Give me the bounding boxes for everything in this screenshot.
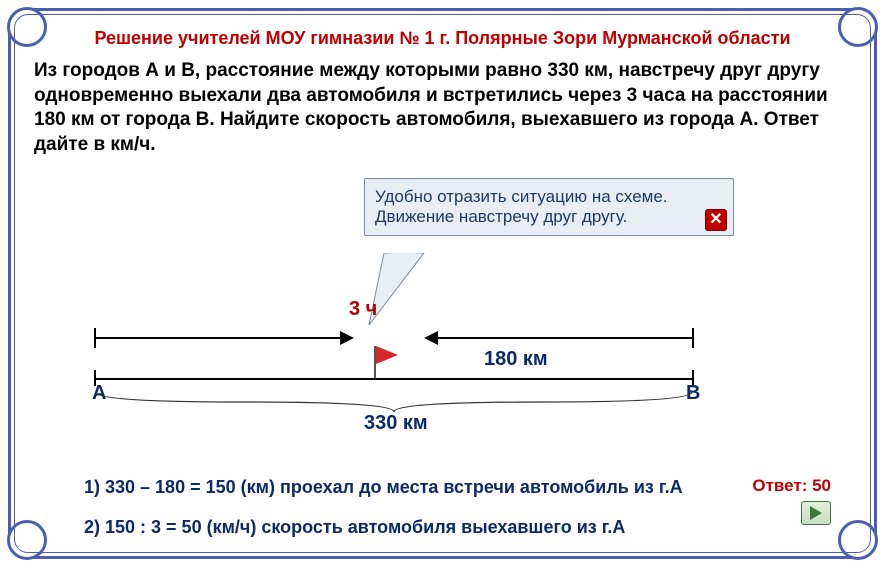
distance-180-label: 180 км: [484, 348, 548, 371]
problem-text: Из городов А и В, расстояние между котор…: [34, 59, 851, 158]
answer-value: 50: [812, 476, 831, 495]
hint-line2: Движение навстречу друг другу.: [375, 207, 723, 227]
arrow-from-b: [424, 328, 694, 348]
solution-step-1: 1) 330 – 180 = 150 (км) проехал до места…: [84, 468, 683, 508]
next-button[interactable]: [801, 501, 831, 525]
motion-diagram: 3 ч 180 км А В 330 км: [94, 318, 714, 438]
distance-330-label: 330 км: [364, 412, 428, 435]
total-distance-brace: [94, 390, 694, 414]
close-icon[interactable]: ✕: [705, 209, 727, 231]
hint-tooltip: Удобно отразить ситуацию на схеме. Движе…: [364, 178, 734, 236]
solution-steps: 1) 330 – 180 = 150 (км) проехал до места…: [84, 468, 683, 547]
answer-label: Ответ: 50: [752, 476, 831, 496]
arrow-from-a: [94, 328, 354, 348]
solution-step-2: 2) 150 : 3 = 50 (км/ч) скорость автомоби…: [84, 508, 683, 548]
forward-icon: [810, 506, 822, 520]
slide-header: Решение учителей МОУ гимназии № 1 г. Пол…: [34, 28, 851, 49]
time-label: 3 ч: [349, 298, 377, 321]
distance-line: [94, 378, 694, 380]
hint-line1: Удобно отразить ситуацию на схеме.: [375, 187, 723, 207]
